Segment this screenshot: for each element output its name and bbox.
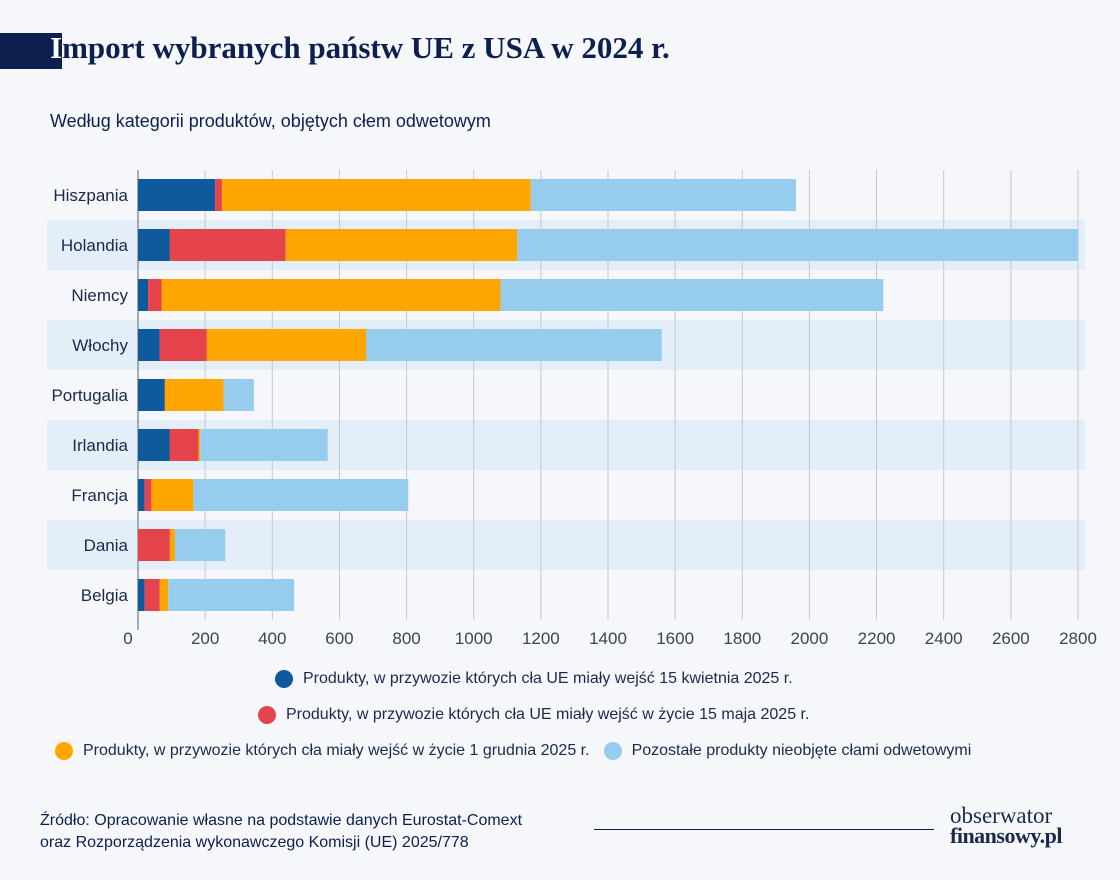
category-label: Holandia	[61, 236, 129, 255]
source-divider	[594, 829, 934, 830]
title-first-letter: I	[50, 30, 63, 65]
bar-belgia-s2	[159, 579, 169, 611]
legend-row: Produkty, w przywozie których cła UE mia…	[275, 670, 807, 688]
legend-item: Produkty, w przywozie których cła UE mia…	[275, 670, 793, 688]
bar-francja-s3	[193, 479, 409, 511]
bar-hiszpania-s3	[530, 179, 796, 211]
stacked-bar-chart: Hiszpania Holandia Niemcy Włochy Portugalia I…	[47, 170, 1097, 648]
page-title: Import wybranych państw UE z USA w 2024 …	[50, 30, 670, 66]
bar-belgia-s0	[138, 579, 145, 611]
x-tick-label: 1200	[522, 629, 560, 648]
bar-niemcy-s2	[161, 279, 501, 311]
category-label: Hiszpania	[53, 186, 128, 205]
bar-włochy-s0	[138, 329, 160, 361]
bar-irlandia-s0	[138, 429, 170, 461]
category-label: Portugalia	[51, 386, 128, 405]
x-tick-label: 1600	[656, 629, 694, 648]
legend-label: Pozostałe produkty nieobjęte cłami odwet…	[631, 742, 972, 759]
bar-hiszpania-s0	[138, 179, 216, 211]
bar-belgia-s3	[168, 579, 295, 611]
bar-niemcy-s1	[148, 279, 162, 311]
bar-holandia-s3	[517, 229, 1078, 261]
bar-włochy-s2	[206, 329, 367, 361]
title-accent-bar	[0, 33, 62, 69]
bar-niemcy-s3	[500, 279, 884, 311]
bar-niemcy-s0	[138, 279, 149, 311]
x-tick-label: 2600	[992, 629, 1030, 648]
legend-label: Produkty, w przywozie których cła UE mia…	[303, 670, 793, 687]
source-line-2: oraz Rozporządzenia wykonawczego Komisji…	[40, 834, 469, 851]
x-tick-label: 600	[325, 629, 353, 648]
bar-hiszpania-s2	[221, 179, 531, 211]
bar-portugalia-s0	[138, 379, 165, 411]
bar-francja-s1	[144, 479, 152, 511]
bar-dania-s1	[138, 529, 170, 561]
bar-irlandia-s3	[200, 429, 328, 461]
legend-item: Produkty, w przywozie których cła miały …	[55, 742, 590, 760]
logo-line-2: finansowy.pl	[950, 823, 1063, 848]
category-label: Niemcy	[71, 286, 128, 305]
bar-irlandia-s2	[198, 429, 201, 461]
chart-subtitle: Według kategorii produktów, objętych cłe…	[50, 111, 491, 131]
x-tick-label: 800	[392, 629, 420, 648]
legend-dot-icon	[603, 742, 622, 760]
bar-belgia-s1	[144, 579, 160, 611]
legend-label: Produkty, w przywozie których cła miały …	[83, 742, 590, 759]
bar-holandia-s2	[285, 229, 518, 261]
bar-hiszpania-s1	[215, 179, 222, 211]
category-label: Belgia	[81, 586, 129, 605]
bar-portugalia-s3	[223, 379, 254, 411]
legend-item: Produkty, w przywozie których cła UE mia…	[258, 706, 809, 724]
legend-label: Produkty, w przywozie których cła UE mia…	[286, 706, 810, 723]
x-tick-label: 2800	[1059, 629, 1097, 648]
x-tick-label: 400	[258, 629, 286, 648]
x-tick-label: 2200	[858, 629, 896, 648]
bar-irlandia-s1	[169, 429, 199, 461]
x-tick-label: 1800	[723, 629, 761, 648]
category-label: Francja	[71, 486, 128, 505]
x-tick-label: 200	[191, 629, 219, 648]
bar-francja-s2	[151, 479, 194, 511]
bar-holandia-s0	[138, 229, 170, 261]
bar-holandia-s1	[169, 229, 286, 261]
x-tick-label: 1400	[589, 629, 627, 648]
legend-dot-icon	[275, 670, 293, 688]
category-label: Dania	[84, 536, 129, 555]
category-label: Irlandia	[72, 436, 128, 455]
legend-dot-icon	[55, 742, 73, 760]
legend-item: Pozostałe produkty nieobjęte cłami odwet…	[603, 742, 972, 760]
bar-włochy-s3	[366, 329, 662, 361]
bar-portugalia-s2	[164, 379, 224, 411]
bar-francja-s0	[138, 479, 145, 511]
category-label: Włochy	[72, 336, 128, 355]
x-tick-label: 2000	[791, 629, 829, 648]
logo-line-1: obserwator	[950, 803, 1053, 828]
legend-dot-icon	[258, 706, 276, 724]
legend-row: Produkty, w przywozie których cła miały …	[55, 742, 985, 760]
x-tick-label: 1000	[455, 629, 493, 648]
legend-row: Produkty, w przywozie których cła UE mia…	[258, 706, 823, 724]
x-tick-label: 2400	[925, 629, 963, 648]
bar-włochy-s1	[159, 329, 207, 361]
source-line-1: Źródło: Opracowanie własne na podstawie …	[40, 812, 523, 829]
title-text: mport wybranych państw UE z USA w 2024 r…	[62, 30, 670, 65]
source-note: Źródło: Opracowanie własne na podstawie …	[40, 810, 522, 854]
bar-dania-s2	[169, 529, 175, 561]
x-tick-label: 0	[123, 629, 132, 648]
bar-dania-s3	[174, 529, 226, 561]
logo: obserwator finansowy.pl	[950, 803, 1090, 848]
